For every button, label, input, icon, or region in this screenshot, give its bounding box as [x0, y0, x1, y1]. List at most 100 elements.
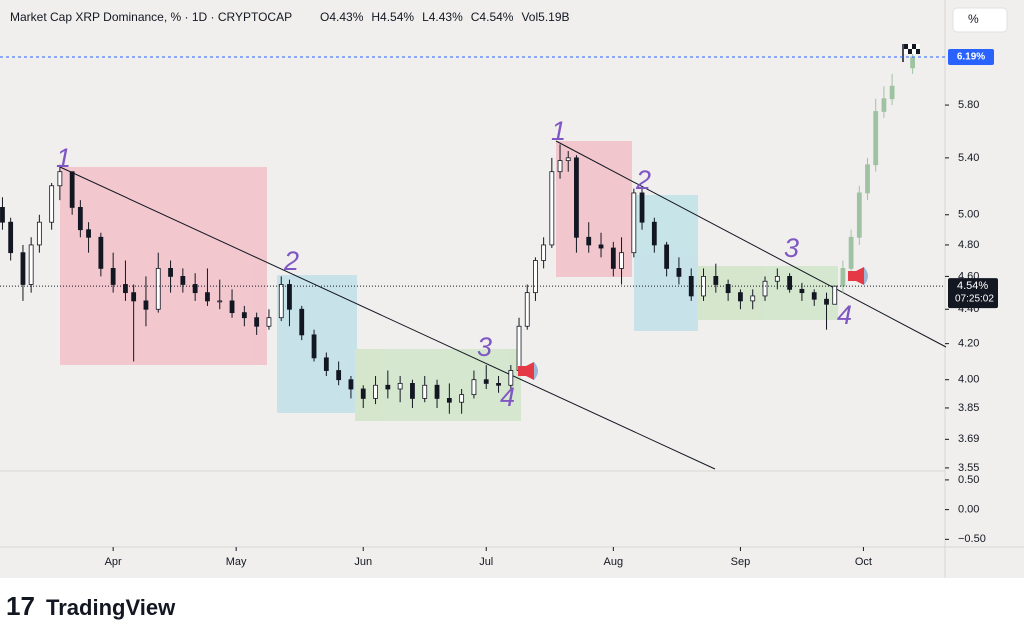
candle-body [434, 384, 440, 399]
candle-body [336, 370, 342, 381]
candle-body [865, 164, 870, 194]
candle-body [738, 292, 743, 302]
candle-body [229, 300, 235, 314]
candle-body [77, 207, 83, 231]
candle-body [49, 185, 55, 223]
y-tick-label: 0.50 [958, 474, 979, 486]
x-tick-label: Oct [855, 556, 872, 568]
candle-body [774, 275, 780, 282]
flag-icon [902, 44, 920, 62]
candle-body [508, 370, 514, 386]
y-tick-label: 5.00 [958, 209, 979, 221]
candle-body [651, 221, 657, 246]
candle-body [0, 207, 5, 223]
candle-body [123, 284, 128, 294]
y-tick-label: 5.40 [958, 152, 979, 164]
candle-body [131, 292, 137, 302]
candle-body [664, 244, 670, 269]
candle-body [323, 357, 329, 371]
x-tick-label: Aug [604, 556, 624, 568]
x-tick-label: Sep [731, 556, 751, 568]
y-tick-label: 0.00 [958, 504, 979, 516]
candle-body [524, 292, 530, 327]
candle-body [848, 236, 854, 269]
megaphone-icon [518, 362, 538, 380]
candle-body [787, 275, 793, 290]
logo-mark: 17 [6, 591, 35, 621]
candle-body [799, 288, 805, 294]
y-tick-label: 4.20 [958, 338, 979, 350]
y-tick-label: 5.80 [958, 99, 979, 111]
chart-title: Market Cap XRP Dominance, % · 1D · CRYPT… [10, 10, 292, 24]
candle-body [446, 398, 452, 403]
zone [60, 167, 267, 365]
x-tick-label: May [226, 556, 247, 568]
candle-body [631, 192, 637, 254]
candle-body [586, 236, 592, 246]
candle-body [483, 379, 489, 384]
candle-body [688, 275, 694, 297]
target-label: 6.19% [957, 52, 985, 63]
brand: TradingView [46, 595, 176, 620]
candle-body [69, 171, 75, 208]
candle-body [549, 171, 555, 246]
legend-item: L4.43% [422, 10, 463, 24]
wave-label: 4 [837, 300, 852, 330]
candle-body [557, 160, 563, 173]
candle-body [299, 308, 305, 336]
candle-body [278, 284, 284, 319]
candle-body [610, 247, 616, 269]
icon-shape [848, 267, 864, 285]
x-tick-label: Jul [479, 556, 493, 568]
candle-body [856, 192, 862, 238]
megaphone-icon [848, 267, 868, 285]
candle-body [385, 384, 391, 390]
legend-item: O4.43% [320, 10, 364, 24]
y-tick-label: 3.69 [958, 433, 979, 445]
flag [908, 44, 912, 49]
icon-shape [518, 362, 534, 380]
candle-body [192, 284, 198, 294]
flag [916, 44, 920, 49]
candle-body [881, 98, 887, 112]
candle-body [713, 275, 719, 285]
candle-body [889, 85, 895, 100]
legend-item: C4.54% [471, 10, 514, 24]
candle-body [28, 244, 34, 285]
candle-body [471, 379, 477, 396]
candle-body [143, 300, 149, 310]
last-price-box [948, 278, 998, 309]
candle-body [725, 284, 731, 294]
unit-button-label[interactable]: % [968, 12, 979, 26]
candle-body [373, 384, 378, 399]
candle-body [910, 56, 916, 69]
candle-body [168, 268, 173, 277]
candle-body [496, 383, 501, 386]
candle-body [86, 229, 91, 238]
candle-body [410, 383, 415, 399]
wave-label: 3 [477, 332, 492, 362]
candle-body [619, 252, 624, 269]
candle-body [533, 260, 538, 294]
wave-label: 2 [283, 246, 299, 276]
countdown: 07:25:02 [955, 294, 994, 305]
candle-body [565, 157, 571, 162]
candle-body [311, 334, 317, 359]
icon-shape [534, 362, 538, 380]
y-tick-label: 3.85 [958, 402, 979, 414]
wave-label: 2 [635, 165, 651, 195]
flag [904, 49, 908, 54]
candle-body [762, 280, 768, 297]
y-tick-label: 4.00 [958, 374, 979, 386]
legend-item: H4.54% [371, 10, 414, 24]
legend-item: Vol5.19B [521, 10, 569, 24]
last-price-label: 4.54% [957, 280, 988, 292]
y-tick-label: 3.55 [958, 462, 979, 474]
y-tick-label: −0.50 [958, 533, 986, 545]
wave-label: 4 [500, 382, 515, 412]
candle-body [57, 171, 63, 187]
legend: O4.43% H4.54% L4.43% C4.54% Vol5.19B [320, 10, 570, 24]
unit-button[interactable] [952, 7, 1008, 33]
